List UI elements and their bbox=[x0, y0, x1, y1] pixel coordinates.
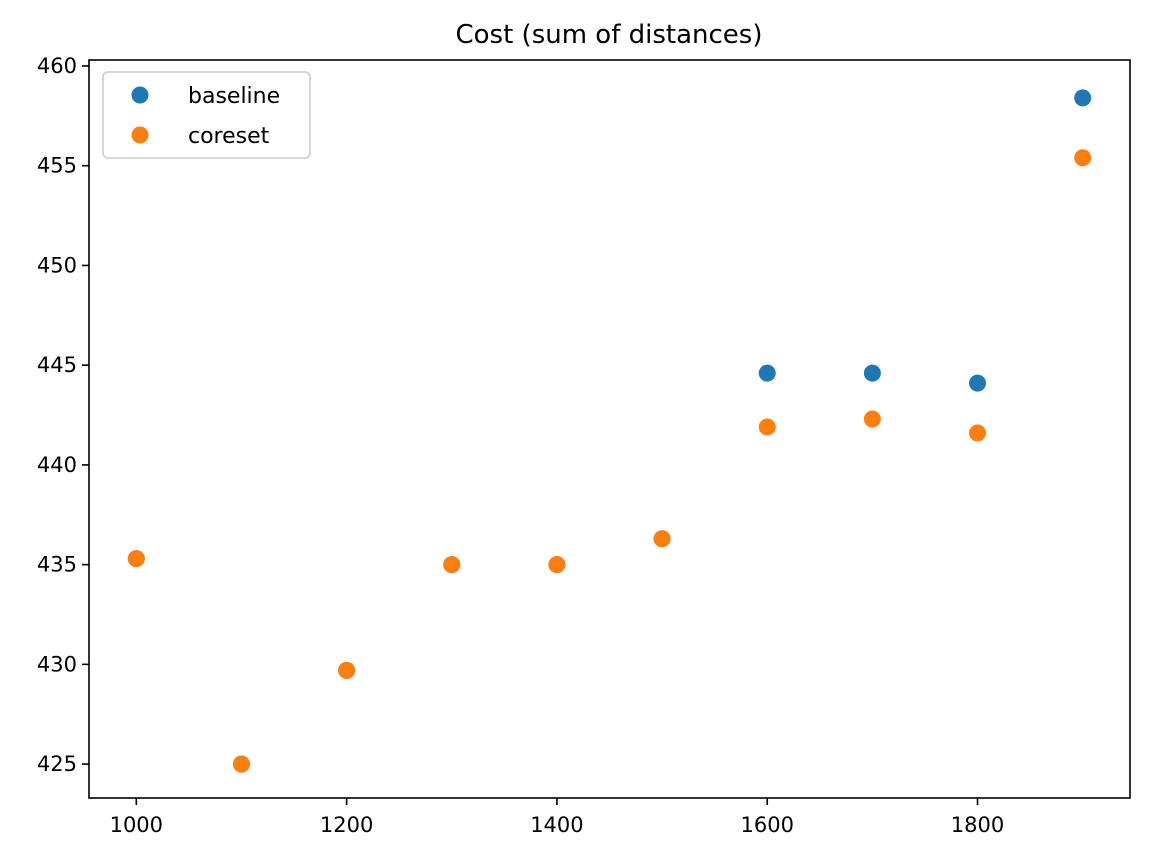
legend-box bbox=[102, 71, 311, 159]
ticks-layer: 1000 1200 1400 1600 1800 425 430 435 440 445 450 45… bbox=[37, 54, 1004, 837]
data-point-coreset bbox=[443, 556, 461, 574]
data-point-coreset bbox=[758, 418, 776, 436]
data-point-baseline bbox=[969, 374, 987, 392]
x-tick-label: 1200 bbox=[320, 813, 373, 837]
y-tick-label: 450 bbox=[37, 253, 77, 277]
points-layer bbox=[127, 89, 1092, 773]
y-tick-label: 460 bbox=[37, 54, 77, 78]
x-tick-label: 1000 bbox=[110, 813, 163, 837]
data-point-coreset bbox=[863, 410, 881, 428]
legend-label-baseline: baseline bbox=[188, 84, 280, 109]
x-tick-label: 1600 bbox=[741, 813, 794, 837]
legend-label-coreset: coreset bbox=[188, 124, 270, 149]
y-tick-label: 435 bbox=[37, 553, 77, 577]
legend-marker-baseline bbox=[131, 86, 149, 104]
data-point-coreset bbox=[127, 550, 145, 568]
legend-marker-coreset bbox=[131, 126, 149, 144]
data-point-baseline bbox=[758, 364, 776, 382]
data-point-baseline bbox=[1074, 89, 1092, 107]
data-point-coreset bbox=[969, 424, 987, 442]
y-tick-label: 455 bbox=[37, 154, 77, 178]
y-tick-label: 440 bbox=[37, 453, 77, 477]
y-tick-label: 425 bbox=[37, 752, 77, 776]
x-tick-label: 1800 bbox=[951, 813, 1004, 837]
data-point-coreset bbox=[338, 661, 356, 679]
data-point-baseline bbox=[863, 364, 881, 382]
data-point-coreset bbox=[653, 530, 671, 548]
y-tick-label: 430 bbox=[37, 652, 77, 676]
y-tick-label: 445 bbox=[37, 353, 77, 377]
data-point-coreset bbox=[548, 556, 566, 574]
chart-title: Cost (sum of distances) bbox=[455, 20, 762, 50]
data-point-coreset bbox=[1074, 149, 1092, 167]
plot-frame bbox=[88, 59, 1131, 799]
legend: baseline coreset bbox=[102, 71, 311, 159]
data-point-coreset bbox=[232, 755, 250, 773]
x-tick-label: 1400 bbox=[530, 813, 583, 837]
